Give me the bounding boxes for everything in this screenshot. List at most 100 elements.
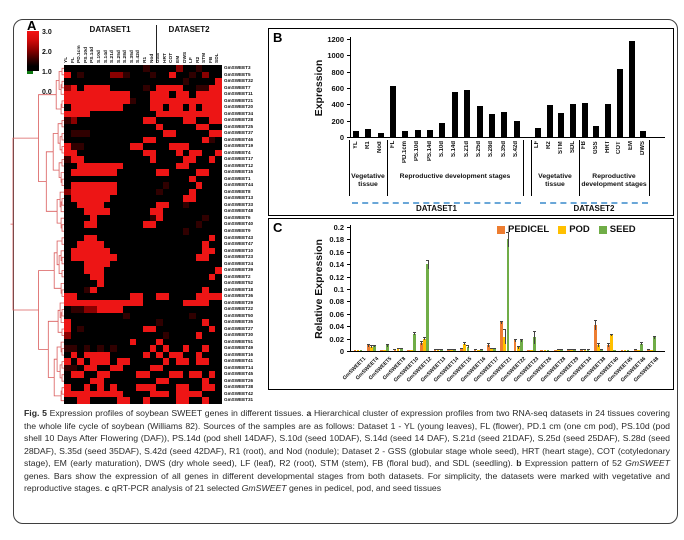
heatmap-cell — [156, 384, 163, 392]
qpcr-bar — [369, 346, 373, 351]
heatmap-cell — [77, 149, 84, 157]
heatmap-cell — [162, 254, 170, 261]
heatmap-cell — [129, 364, 137, 372]
heatmap-cell — [116, 188, 124, 196]
heatmap-cell — [129, 91, 137, 98]
heatmap-cell — [136, 280, 144, 287]
error-bar-cap — [449, 349, 453, 350]
heatmap-cell — [77, 78, 84, 85]
heatmap-cell — [182, 273, 190, 281]
heatmap-cell — [215, 162, 223, 170]
heatmap-row-label: GmSWEET48 — [224, 208, 254, 214]
heatmap-cell — [156, 84, 163, 92]
heatmap-cell — [129, 214, 137, 222]
qpcr-bar — [473, 349, 477, 351]
heatmap-cell — [189, 91, 196, 98]
heatmap-cell — [64, 117, 71, 124]
error-bar — [367, 343, 369, 348]
heatmap-cell — [202, 267, 209, 274]
heatmap-cell — [162, 241, 170, 248]
heatmap-cell — [175, 195, 183, 202]
heatmap-cell — [169, 254, 176, 261]
heatmap-row-label: GmSWEET19 — [224, 143, 254, 149]
heatmap-cell — [156, 306, 163, 313]
heatmap-cell — [77, 91, 84, 98]
heatmap-cell — [129, 149, 137, 157]
heatmap-cell — [77, 254, 84, 261]
heatmap-cell — [215, 299, 223, 307]
heatmap-cell — [70, 65, 78, 72]
heatmap-cell — [83, 169, 91, 176]
heatmap-cell — [64, 325, 71, 333]
expression-bar — [427, 130, 434, 137]
heatmap-cell — [202, 123, 209, 131]
qpcr-bar — [353, 350, 357, 351]
heatmap-cell — [96, 332, 104, 339]
heatmap-cell — [136, 273, 144, 281]
caption-segment: b — [516, 458, 522, 469]
heatmap-cell — [136, 267, 144, 274]
heatmap-cell — [208, 162, 216, 170]
heatmap-cell — [189, 332, 196, 339]
heatmap-cell — [116, 371, 124, 378]
heatmap-cell — [123, 273, 130, 281]
heatmap-cell — [64, 267, 71, 274]
heatmap-cell — [70, 332, 78, 339]
heatmap-cell — [169, 65, 176, 72]
heatmap-cell — [110, 71, 117, 79]
qpcr-bar — [426, 264, 430, 351]
heatmap-cell — [129, 130, 137, 137]
heatmap-cell — [129, 254, 137, 261]
heatmap-cell — [195, 84, 203, 92]
heatmap-cell — [103, 371, 111, 378]
heatmap-cell — [123, 208, 130, 216]
heatmap-cell — [129, 390, 137, 398]
heatmap-cell — [123, 123, 130, 131]
heatmap-cell — [182, 397, 190, 405]
heatmap-cell — [123, 169, 130, 176]
panel-c-ytick-label: 0.12 — [329, 272, 344, 282]
heatmap-cell — [70, 130, 78, 137]
heatmap-cell — [77, 130, 84, 137]
heatmap-cell — [162, 319, 170, 326]
heatmap-cell — [96, 110, 104, 118]
heatmap-cell — [123, 78, 130, 85]
heatmap-cell — [83, 390, 91, 398]
qpcr-bar — [413, 333, 416, 351]
heatmap-cell — [215, 319, 223, 326]
heatmap-cell — [202, 214, 209, 222]
heatmap-cell — [64, 299, 71, 307]
heatmap-cell — [208, 364, 216, 372]
heatmap-cell — [208, 286, 216, 294]
heatmap-cell — [169, 97, 176, 105]
error-bar — [464, 342, 466, 345]
expression-bar — [534, 128, 541, 137]
heatmap-cell — [136, 358, 144, 365]
heatmap-cell — [189, 260, 196, 268]
heatmap-row-label: GmSWEET42 — [224, 390, 254, 396]
heatmap-cell — [129, 306, 137, 313]
caption-segment: c — [104, 483, 110, 494]
panel-b-xtick-label: S.25d — [476, 141, 482, 158]
heatmap-cell — [208, 260, 216, 268]
heatmap-cell — [136, 143, 144, 150]
heatmap-cell — [215, 208, 223, 216]
heatmap-row-label: GmSWEET28 — [224, 117, 254, 123]
heatmap-cell — [90, 319, 97, 326]
heatmap-cell — [64, 273, 71, 281]
heatmap-cell — [215, 397, 223, 405]
heatmap-cell — [64, 110, 71, 118]
heatmap-cell — [149, 338, 157, 346]
heatmap-cell — [162, 260, 170, 268]
error-bar-cap — [503, 329, 507, 330]
heatmap-cell — [169, 358, 176, 365]
heatmap-cell — [70, 260, 78, 268]
tissue-group-separator — [349, 140, 350, 196]
heatmap-cell — [162, 299, 170, 307]
heatmap-cell — [143, 201, 150, 209]
heatmap-cell — [70, 241, 78, 248]
heatmap-cell — [90, 254, 97, 261]
heatmap-cell — [103, 227, 111, 235]
heatmap-cell — [83, 182, 91, 189]
heatmap-cell — [215, 332, 223, 339]
